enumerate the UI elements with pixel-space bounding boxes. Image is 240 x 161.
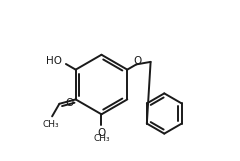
Text: CH₃: CH₃	[43, 120, 60, 129]
Text: CH₃: CH₃	[93, 134, 110, 143]
Text: HO: HO	[46, 56, 62, 66]
Text: O: O	[65, 98, 73, 108]
Text: O: O	[133, 56, 141, 66]
Text: O: O	[97, 128, 106, 138]
